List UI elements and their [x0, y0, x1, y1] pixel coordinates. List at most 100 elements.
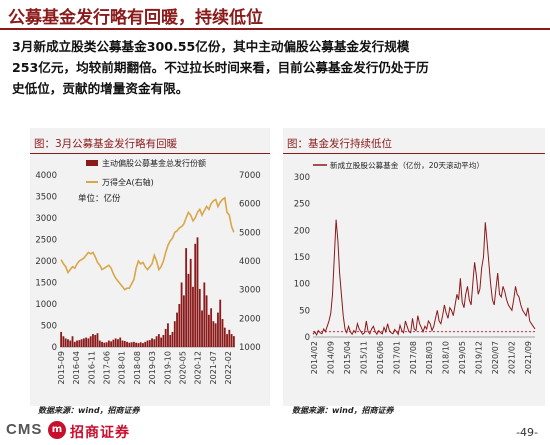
bar: [194, 243, 197, 347]
x-tick-label: 2019-10: [163, 351, 172, 384]
bar: [128, 342, 131, 347]
bar: [192, 286, 194, 347]
bar: [210, 308, 213, 347]
y-tick-label: 250: [294, 200, 310, 210]
y2-tick-label: 5000: [239, 228, 261, 238]
series-line: [60, 196, 235, 291]
y2-tick-label: 7000: [239, 171, 261, 181]
x-tick-label: 2016-11: [87, 351, 96, 384]
bar: [130, 342, 133, 347]
x-tick-label: 2018/10: [442, 341, 451, 374]
bar: [201, 310, 203, 347]
legend-swatch-bar: [86, 160, 98, 166]
bar: [207, 314, 210, 347]
bar: [132, 341, 135, 347]
bar: [62, 336, 65, 347]
bar: [69, 340, 72, 347]
legend-label: 万得全A(右轴): [102, 177, 154, 187]
left-chart-panel: 图：3月公募基金发行略有回暖 0 500 1000 1500 2000 2500 3000 3…: [30, 128, 270, 406]
right-chart-title: 图：基金发行持续低位: [287, 138, 392, 150]
bar: [212, 321, 215, 347]
x-tick-label: 2016-04: [72, 351, 81, 384]
bar: [232, 336, 235, 347]
y-tick-label: 4000: [35, 171, 57, 181]
bar: [230, 334, 233, 347]
bar: [167, 323, 169, 347]
bar: [107, 340, 110, 347]
bar: [205, 295, 208, 347]
y2-tick-label: 1000: [239, 343, 261, 353]
bar: [171, 331, 174, 347]
bar: [110, 341, 113, 347]
x-tick-label: 2018-08: [133, 351, 142, 384]
left-chart-title: 图：3月公募基金发行略有回暖: [34, 138, 178, 150]
bar: [228, 329, 231, 347]
x-tick-label: 2019-03: [148, 351, 157, 384]
bar: [223, 327, 226, 347]
right-chart-source: 数据来源：wind，招商证券: [292, 406, 394, 415]
y-tick-label: 500: [41, 322, 57, 332]
right-chart-title-rule: [283, 153, 545, 154]
logo-company-name: 招商证券: [70, 425, 130, 441]
y2-tick-label: 4000: [239, 257, 261, 267]
y-tick-label: 2000: [35, 257, 57, 267]
unit-label: 单位：亿份: [78, 193, 121, 204]
left-chart-title-rule: [30, 153, 270, 154]
bar: [139, 342, 142, 347]
bar: [60, 331, 63, 347]
y2-tick-label: 6000: [239, 200, 261, 210]
page-title: 公募基金发行略有回暖，持续低位: [8, 8, 263, 28]
bar: [98, 340, 101, 347]
footer: CMS m 招商证券 -49-: [0, 418, 550, 445]
bar: [92, 334, 94, 347]
bar: [123, 340, 126, 347]
bar: [85, 337, 88, 347]
x-tick-label: 2020/07: [491, 341, 500, 374]
bar: [67, 339, 69, 347]
x-tick-label: 2018-01: [118, 351, 127, 384]
paragraph-line: 253亿元，均较前期翻倍。不过拉长时间来看，目前公募基金发行仍处于历: [12, 60, 429, 75]
bar: [76, 340, 78, 347]
left-chart: 0 500 1000 1500 2000 2500 3000 3500 4000 1000 2000…: [35, 158, 261, 384]
y2-tick-label: 3000: [239, 286, 261, 296]
bar: [164, 328, 167, 347]
bar: [219, 299, 222, 347]
bar: [78, 340, 81, 347]
bar: [142, 343, 144, 347]
title-bar: 公募基金发行略有回暖，持续低位: [0, 0, 550, 28]
bar: [144, 341, 147, 347]
bar: [153, 339, 156, 347]
bar: [121, 340, 124, 347]
bar: [137, 343, 140, 347]
x-tick-label: 2017/08: [409, 341, 418, 374]
x-tick-label: 2021/02: [508, 341, 517, 374]
legend-label: 主动偏股公募基金总发行份额: [102, 158, 206, 168]
bar: [162, 334, 165, 347]
y-tick-label: 0: [305, 333, 310, 343]
bar: [96, 333, 99, 347]
logo-cms: CMS: [6, 421, 43, 438]
y-tick-label: 100: [294, 280, 310, 290]
logo-badge-icon: m: [48, 421, 66, 439]
series-line: [312, 219, 536, 337]
right-chart: 0 50 100 150 200 250 300 2014/02 2014/09 2015/04 2…: [294, 160, 536, 374]
bar: [114, 338, 117, 347]
bar: [117, 339, 119, 347]
bar: [87, 338, 90, 347]
bar: [173, 321, 176, 347]
y-tick-label: 1000: [35, 300, 57, 310]
x-tick-label: 2015/11: [359, 341, 368, 374]
bar: [64, 338, 67, 347]
x-tick-label: 2021/09: [524, 341, 533, 374]
x-tick-label: 2019/05: [458, 341, 467, 374]
bar: [135, 342, 138, 347]
y-tick-label: 50: [299, 306, 310, 316]
bar: [82, 338, 85, 347]
x-tick-label: 2018/03: [425, 341, 434, 374]
x-tick-label: 2020-05: [178, 351, 187, 384]
left-chart-source: 数据来源：wind，招商证券: [38, 406, 140, 415]
bar: [198, 288, 201, 347]
bar: [196, 237, 199, 347]
x-tick-label: 2017-06: [103, 351, 112, 384]
y-tick-label: 0: [52, 343, 57, 353]
